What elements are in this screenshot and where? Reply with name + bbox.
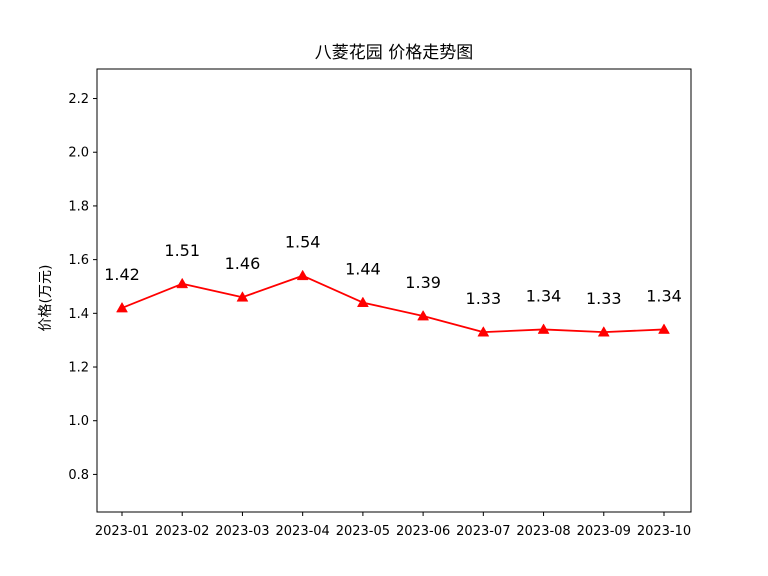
x-tick-label: 2023-06 xyxy=(396,524,450,539)
data-point-marker xyxy=(417,310,430,321)
y-tick-label: 2.2 xyxy=(68,92,89,107)
data-label: 1.33 xyxy=(466,289,502,308)
data-label: 1.54 xyxy=(285,233,321,252)
y-tick-label: 1.6 xyxy=(68,253,89,268)
x-tick-label: 2023-09 xyxy=(577,524,631,539)
data-label: 1.44 xyxy=(345,260,381,279)
data-point-marker xyxy=(356,296,369,307)
data-label: 1.34 xyxy=(646,286,682,305)
x-tick-label: 2023-01 xyxy=(95,524,149,539)
data-label: 1.46 xyxy=(225,254,261,273)
data-point-marker xyxy=(176,277,189,289)
data-label: 1.42 xyxy=(104,265,140,284)
data-point-marker xyxy=(658,323,670,334)
data-point-marker xyxy=(597,326,610,337)
data-label: 1.51 xyxy=(164,241,200,260)
x-tick-label: 2023-08 xyxy=(516,524,570,539)
x-tick-label: 2023-10 xyxy=(637,524,691,539)
x-tick-label: 2023-05 xyxy=(336,524,390,539)
data-label: 1.33 xyxy=(586,289,622,308)
plot-frame xyxy=(96,68,692,513)
x-tick-label: 2023-04 xyxy=(276,524,330,539)
x-tick-label: 2023-02 xyxy=(155,524,209,539)
data-point-marker xyxy=(477,326,490,337)
x-tick-label: 2023-07 xyxy=(456,524,510,539)
y-tick-label: 1.8 xyxy=(68,199,89,214)
y-tick-label: 0.8 xyxy=(68,468,89,483)
y-tick-label: 1.4 xyxy=(68,307,89,322)
y-tick-label: 2.0 xyxy=(68,146,89,161)
data-label: 1.34 xyxy=(526,286,562,305)
data-point-marker xyxy=(537,323,550,334)
chart-title: 八菱花园 价格走势图 xyxy=(315,43,473,63)
plot-area: 0.8 1.0 1.2 1.4 1.6 1.8 2.0 2.2 2023-01 2023-02 20… xyxy=(68,68,692,539)
y-axis-label: 价格(万元) xyxy=(38,265,54,332)
series-line xyxy=(121,274,665,334)
data-point-marker xyxy=(236,291,249,302)
data-point-marker xyxy=(116,301,128,313)
data-point-marker xyxy=(296,269,309,281)
y-tick-label: 1.0 xyxy=(68,414,89,429)
y-tick-label: 1.2 xyxy=(68,361,89,376)
data-label: 1.39 xyxy=(405,273,441,292)
x-tick-label: 2023-03 xyxy=(215,524,269,539)
